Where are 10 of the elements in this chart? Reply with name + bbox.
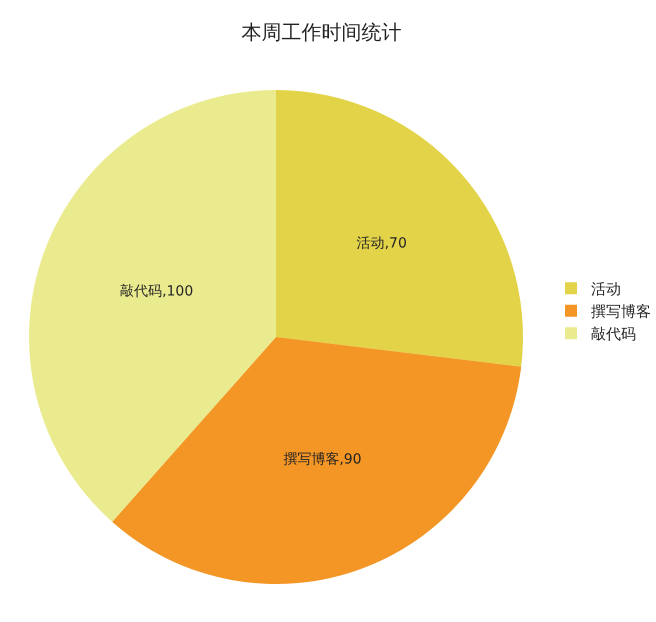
data-label: 敲代码,100 (120, 284, 194, 300)
data-label: 活动,70 (356, 235, 407, 252)
legend-label: 撰写博客 (591, 302, 651, 321)
chart-title: 本周工作时间统计 (241, 20, 402, 44)
legend-label: 活动 (591, 280, 621, 298)
pie-slice (112, 337, 522, 584)
pie-slice (276, 90, 523, 367)
legend-label: 敲代码 (591, 325, 636, 344)
data-label: 撰写博客,90 (283, 451, 362, 468)
pie-slice (29, 90, 276, 522)
